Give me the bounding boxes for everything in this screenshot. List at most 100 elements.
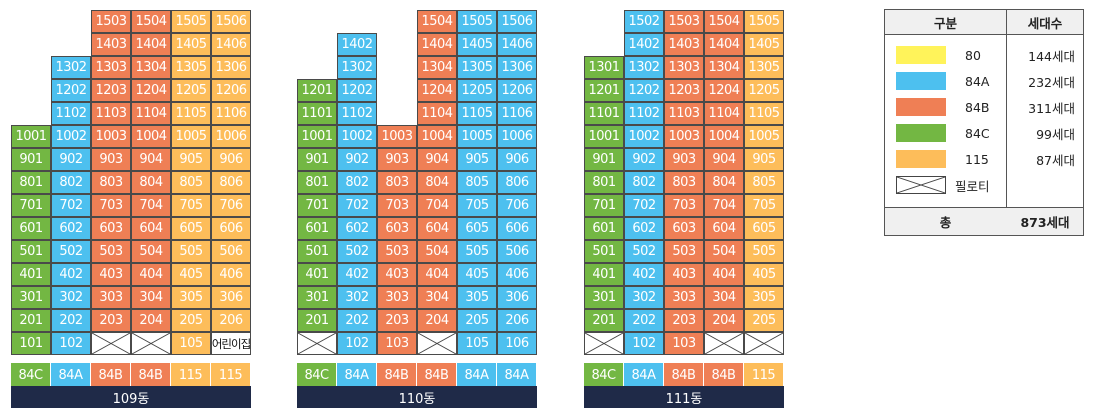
legend-swatch xyxy=(896,72,946,90)
unit-cell: 202 xyxy=(624,309,664,332)
unit-cell: 902 xyxy=(337,148,377,171)
unit-cell: 904 xyxy=(417,148,457,171)
unit-cell: 1505 xyxy=(457,10,497,33)
unit-cell: 1306 xyxy=(497,56,537,79)
unit-cell: 1103 xyxy=(664,102,704,125)
unit-cell: 1004 xyxy=(131,125,171,148)
unit-cell: 105 xyxy=(171,332,211,355)
unit-cell: 1402 xyxy=(337,33,377,56)
legend-label: 115 xyxy=(965,151,989,167)
unit-cell: 706 xyxy=(497,194,537,217)
unit-cell: 806 xyxy=(211,171,251,194)
unit-cell: 702 xyxy=(51,194,91,217)
unit-cell: 803 xyxy=(377,171,417,194)
unit-cell: 1106 xyxy=(211,102,251,125)
legend-label: 84B xyxy=(965,99,990,115)
unit-cell: 1505 xyxy=(744,10,784,33)
unit-cell: 205 xyxy=(744,309,784,332)
unit-cell: 401 xyxy=(11,263,51,286)
unit-cell: 603 xyxy=(91,217,131,240)
unit-cell: 306 xyxy=(211,286,251,309)
unit-cell: 1305 xyxy=(457,56,497,79)
unit-cell: 802 xyxy=(624,171,664,194)
type-label: 84B xyxy=(704,363,744,387)
unit-cell: 303 xyxy=(91,286,131,309)
unit-cell: 505 xyxy=(744,240,784,263)
legend-swatch xyxy=(896,150,946,168)
legend-label: 80 xyxy=(965,47,981,63)
unit-cell: 1306 xyxy=(211,56,251,79)
unit-cell: 605 xyxy=(744,217,784,240)
unit-cell: 1206 xyxy=(211,79,251,102)
unit-cell: 303 xyxy=(664,286,704,309)
unit-cell: 103 xyxy=(664,332,704,355)
unit-cell: 705 xyxy=(744,194,784,217)
unit-cell: 203 xyxy=(377,309,417,332)
unit-cell: 704 xyxy=(131,194,171,217)
unit-cell: 1403 xyxy=(664,33,704,56)
type-label: 84B xyxy=(664,363,704,387)
unit-cell: 902 xyxy=(624,148,664,171)
unit-cell: 403 xyxy=(377,263,417,286)
unit-cell: 503 xyxy=(91,240,131,263)
unit-cell: 1102 xyxy=(337,102,377,125)
unit-cell: 703 xyxy=(664,194,704,217)
unit-cell: 404 xyxy=(704,263,744,286)
unit-cell: 1202 xyxy=(51,79,91,102)
unit-cell: 406 xyxy=(211,263,251,286)
unit-cell: 1004 xyxy=(417,125,457,148)
unit-cell: 405 xyxy=(744,263,784,286)
unit-cell: 503 xyxy=(664,240,704,263)
unit-cell: 606 xyxy=(497,217,537,240)
unit-cell: 1303 xyxy=(664,56,704,79)
unit-cell: 1502 xyxy=(624,10,664,33)
unit-cell: 401 xyxy=(584,263,624,286)
unit-cell: 402 xyxy=(51,263,91,286)
unit-cell: 1305 xyxy=(744,56,784,79)
unit-cell: 1205 xyxy=(171,79,211,102)
unit-cell: 506 xyxy=(497,240,537,263)
legend-divider xyxy=(1006,10,1007,235)
unit-cell: 1103 xyxy=(91,102,131,125)
unit-cell: 506 xyxy=(211,240,251,263)
unit-cell: 803 xyxy=(91,171,131,194)
unit-cell: 1002 xyxy=(337,125,377,148)
type-label: 84B xyxy=(377,363,417,387)
unit-cell: 505 xyxy=(171,240,211,263)
unit-cell: 206 xyxy=(497,309,537,332)
unit-cell: 701 xyxy=(297,194,337,217)
facility-cell: 어린이집 xyxy=(211,332,251,355)
unit-cell: 1006 xyxy=(497,125,537,148)
type-label: 84C xyxy=(584,363,624,387)
unit-cell: 301 xyxy=(297,286,337,309)
unit-cell: 302 xyxy=(337,286,377,309)
unit-cell: 1101 xyxy=(584,102,624,125)
legend-swatch xyxy=(896,98,946,116)
unit-cell: 1503 xyxy=(664,10,704,33)
unit-cell: 1304 xyxy=(704,56,744,79)
type-label: 84A xyxy=(457,363,497,387)
unit-cell: 1203 xyxy=(664,79,704,102)
unit-cell: 1402 xyxy=(624,33,664,56)
unit-cell: 603 xyxy=(377,217,417,240)
unit-cell: 601 xyxy=(11,217,51,240)
unit-cell: 1201 xyxy=(584,79,624,102)
unit-cell: 202 xyxy=(337,309,377,332)
unit-cell: 1205 xyxy=(457,79,497,102)
legend-total-label: 총 xyxy=(939,215,952,230)
unit-cell: 306 xyxy=(497,286,537,309)
unit-cell: 406 xyxy=(497,263,537,286)
unit-cell: 402 xyxy=(624,263,664,286)
type-label: 84A xyxy=(337,363,377,387)
unit-cell: 1503 xyxy=(91,10,131,33)
unit-cell: 804 xyxy=(131,171,171,194)
unit-cell: 905 xyxy=(457,148,497,171)
unit-cell: 706 xyxy=(211,194,251,217)
unit-cell: 1201 xyxy=(297,79,337,102)
unit-cell: 802 xyxy=(51,171,91,194)
building-name: 109동 xyxy=(11,386,251,408)
unit-cell: 301 xyxy=(584,286,624,309)
unit-cell: 1005 xyxy=(457,125,497,148)
legend-header xyxy=(885,10,1083,35)
unit-cell: 1101 xyxy=(297,102,337,125)
